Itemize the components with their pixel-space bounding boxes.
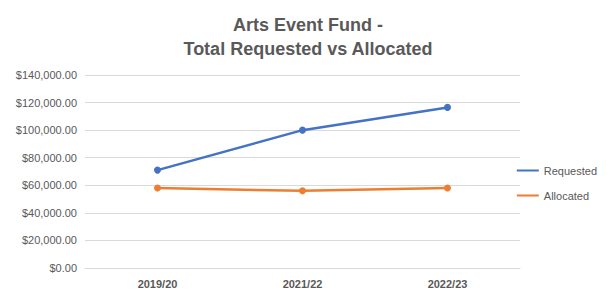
svg-text:2019/20: 2019/20 <box>138 278 178 290</box>
svg-text:2022/23: 2022/23 <box>428 278 468 290</box>
svg-text:$60,000.00: $60,000.00 <box>22 179 77 191</box>
svg-text:$20,000.00: $20,000.00 <box>22 234 77 246</box>
svg-text:$100,000.00: $100,000.00 <box>16 124 77 136</box>
svg-text:Total Requested vs Allocated: Total Requested vs Allocated <box>183 39 432 59</box>
svg-text:Allocated: Allocated <box>544 190 589 202</box>
svg-text:Requested: Requested <box>544 165 597 177</box>
svg-text:$0.00: $0.00 <box>49 262 77 274</box>
svg-text:Arts Event Fund -: Arts Event Fund - <box>233 15 383 35</box>
svg-text:$40,000.00: $40,000.00 <box>22 207 77 219</box>
svg-text:$80,000.00: $80,000.00 <box>22 152 77 164</box>
svg-text:$120,000.00: $120,000.00 <box>16 97 77 109</box>
svg-text:2021/22: 2021/22 <box>283 278 323 290</box>
svg-text:$140,000.00: $140,000.00 <box>16 69 77 81</box>
